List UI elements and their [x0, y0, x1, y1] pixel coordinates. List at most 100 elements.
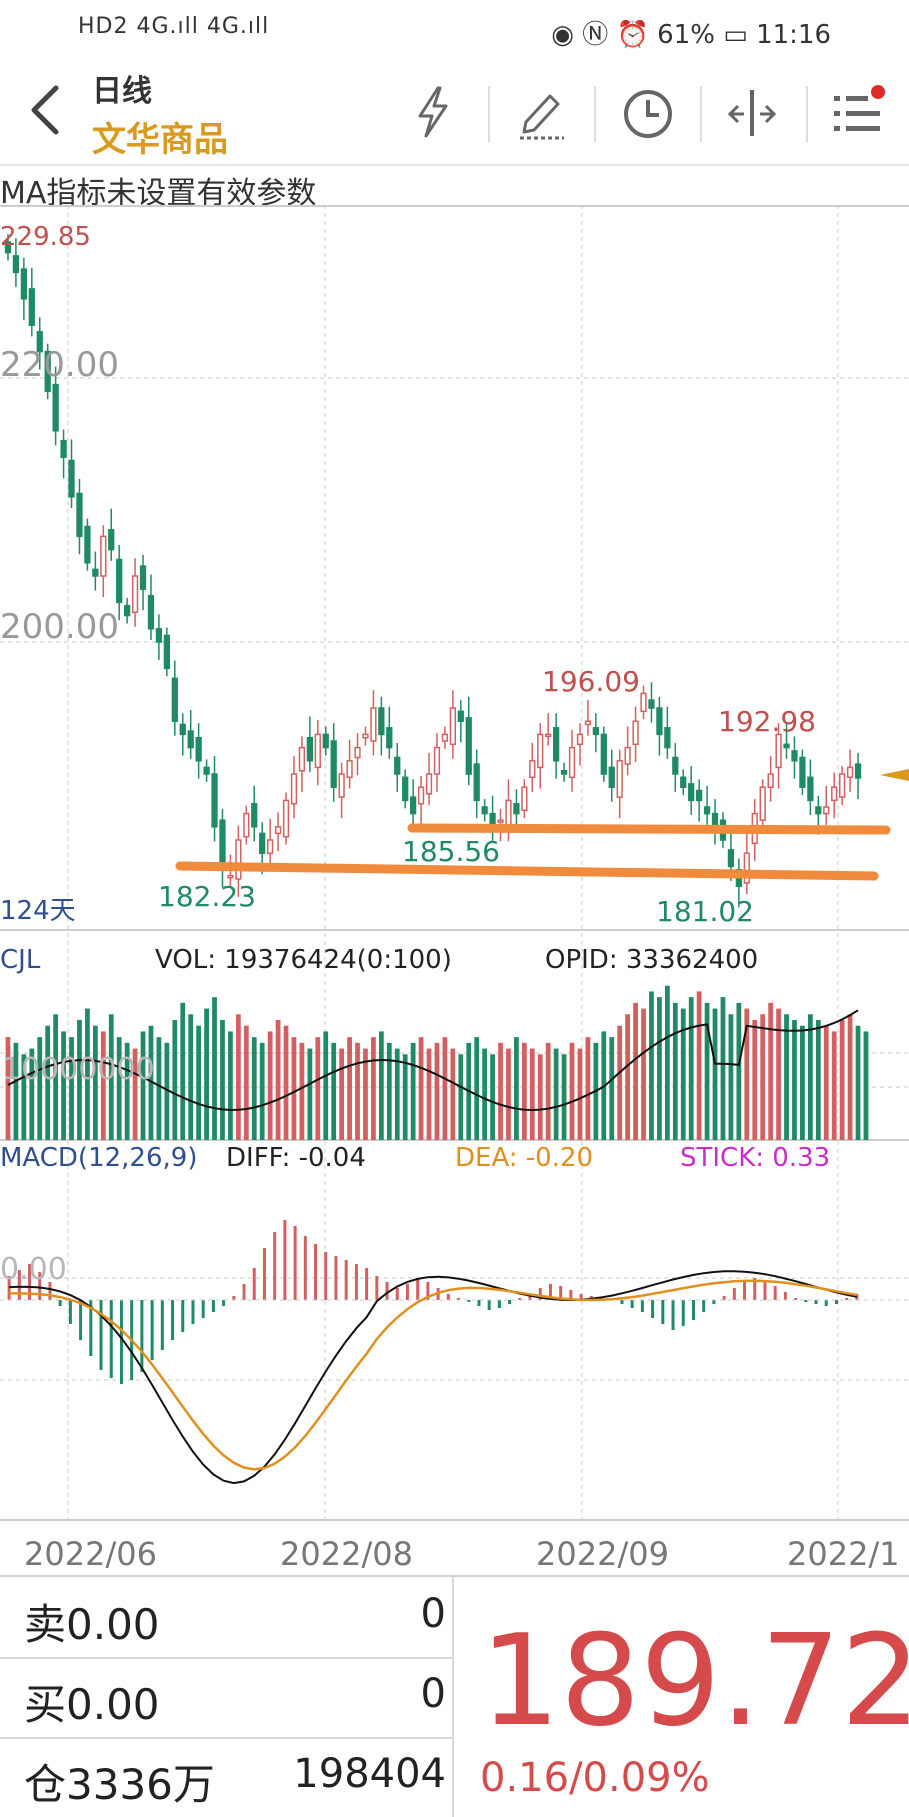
volume-bar — [545, 1042, 551, 1140]
candle-body — [394, 756, 401, 775]
x-tick-2022-06: 2022/06 — [24, 1535, 157, 1573]
battery-icon: ▭ — [723, 20, 748, 50]
candle-body — [378, 707, 385, 736]
battery-time: ◉ Ⓝ ⏰ 61% ▭ 11:16 — [551, 14, 831, 51]
pencil-icon — [520, 94, 564, 140]
candle-body — [124, 604, 131, 617]
candle-body — [592, 727, 599, 736]
candle-body — [846, 766, 854, 779]
signal-indicators: HD2 4G.ıll 4G.ıll — [78, 14, 270, 39]
volume-bar — [180, 1002, 186, 1140]
candle-body — [259, 832, 266, 854]
toolbar-divider — [806, 86, 808, 142]
menu-button[interactable] — [828, 82, 888, 142]
split-button[interactable] — [722, 82, 782, 142]
volume-bar — [490, 1054, 495, 1140]
clock-time: 11:16 — [756, 20, 831, 50]
candle-body — [131, 575, 139, 614]
candle-body — [163, 634, 170, 670]
candle-body — [92, 568, 99, 577]
candle-body — [219, 819, 226, 868]
y-label-220: 220.00 — [0, 345, 119, 385]
candle-body — [362, 733, 369, 739]
annotation-192-98: 192.98 — [718, 705, 816, 738]
volume-bar — [164, 1042, 170, 1140]
candle-body — [791, 750, 798, 762]
candle-body — [282, 799, 290, 838]
candle-body — [36, 331, 43, 353]
buy-row[interactable]: 买0.00 0 — [0, 1657, 452, 1739]
volume-bar — [124, 1042, 130, 1140]
macd-dea-line — [9, 1279, 858, 1471]
candle-body — [108, 529, 115, 551]
time-button[interactable] — [618, 82, 678, 142]
open-interest-change: 198404 — [293, 1751, 446, 1797]
draw-button[interactable] — [512, 82, 572, 142]
period-label[interactable]: 日线 — [92, 74, 152, 109]
instrument-name[interactable]: 文华商品 — [92, 120, 228, 160]
volume-bar — [45, 1025, 51, 1140]
volume-bar — [5, 1037, 11, 1140]
volume-bar — [108, 1014, 114, 1140]
candle-body — [799, 756, 806, 788]
candle-body — [179, 723, 186, 736]
toolbar-divider — [594, 86, 596, 142]
volume-bar — [458, 1054, 464, 1140]
candle-body — [52, 383, 59, 432]
candle-body — [251, 802, 258, 828]
last-price: 189.72 — [480, 1607, 909, 1754]
candle-body — [187, 730, 194, 749]
volume-bar — [331, 1042, 337, 1140]
candle-body — [267, 839, 274, 854]
last-price-marker — [880, 769, 909, 781]
price-change: 0.16/0.09% — [480, 1755, 710, 1801]
candle-body — [20, 268, 27, 300]
candle-body — [322, 733, 329, 749]
volume-bar — [299, 1042, 305, 1140]
volume-bar — [863, 1031, 869, 1140]
candle-body — [759, 786, 766, 821]
volume-bar — [100, 1031, 106, 1140]
kline-chart[interactable] — [0, 205, 909, 1575]
volume-bar — [323, 1031, 329, 1140]
volume-bar — [657, 997, 662, 1140]
candle-body — [298, 746, 306, 772]
candle-body — [576, 733, 584, 746]
volume-bar — [85, 1008, 90, 1140]
candle-body — [823, 806, 830, 815]
sell-row[interactable]: 卖0.00 0 — [0, 1577, 452, 1659]
candle-body — [338, 773, 345, 798]
volume-bar — [228, 1031, 233, 1140]
candle-body — [513, 802, 520, 815]
menu-icon — [834, 85, 885, 131]
lightning-button[interactable] — [404, 82, 464, 142]
volume-bar — [434, 1042, 440, 1140]
candle-body — [640, 692, 647, 713]
candle-body — [28, 288, 35, 326]
volume-bar — [609, 1037, 615, 1140]
price-high-label: 229.85 — [0, 222, 91, 252]
candle-body — [727, 849, 735, 868]
volume-value: VOL: 19376424(0:100) — [155, 945, 452, 975]
volume-bar — [347, 1037, 352, 1140]
candle-body — [84, 525, 91, 564]
candle-body — [306, 736, 313, 762]
candle-body — [203, 766, 210, 775]
candle-body — [624, 746, 631, 765]
volume-bar — [69, 1037, 74, 1140]
volume-bar — [506, 1048, 511, 1140]
volume-bar — [418, 1037, 424, 1140]
candle-body — [537, 733, 544, 769]
alarm-icon: ⏰ — [616, 20, 649, 50]
volume-bar — [21, 1054, 27, 1140]
volume-bar — [291, 1037, 297, 1140]
candle-body — [497, 819, 504, 823]
back-button[interactable] — [20, 78, 72, 142]
volume-bar — [752, 1020, 758, 1140]
candle-body — [147, 595, 155, 630]
clock-icon — [624, 90, 672, 138]
volume-bar — [450, 1048, 456, 1140]
volume-bar — [474, 1037, 480, 1140]
candle-body — [44, 350, 51, 392]
volume-bar — [426, 1048, 432, 1140]
